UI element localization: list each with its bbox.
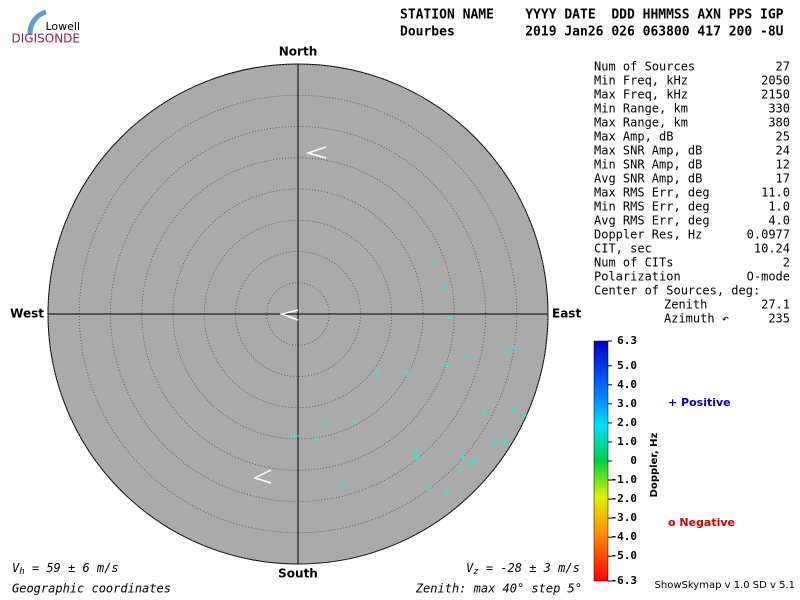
vz: Vz = -28 ± 3 m/s [466,561,580,577]
stat-value: 12 [776,158,790,172]
colorbar-tick-label: 0 [630,454,637,467]
legend-positive: + Positive [668,396,731,409]
stat-value: 0.0977 [747,228,790,242]
source-point [444,363,450,369]
source-point [404,370,410,376]
center-title: Center of Sources, deg: [594,284,760,298]
stat-value: O-mode [747,270,790,284]
colorbar-tick-label: -6.3 [611,574,638,587]
source-point [511,345,517,351]
stat-value: 2050 [761,74,790,88]
stat-label: Min Freq, kHz [594,74,688,88]
colorbar-tick-label: 6.3 [617,334,637,347]
logo-arc [27,9,47,35]
legend-negative: o Negative [668,516,735,529]
stat-label: Num of Sources [594,60,695,74]
source-point [442,284,448,290]
stat-label: Avg RMS Err, deg [594,214,710,228]
colorbar-tick-label: -1.0 [611,473,638,486]
source-point [460,454,466,460]
direction-north: North [279,45,317,59]
colorbar-tick-label: -3.0 [611,511,638,524]
stat-label: Max RMS Err, deg [594,186,710,200]
colorbar-tick-label: -2.0 [611,492,638,505]
center-value: 235 [768,312,790,326]
source-point [447,315,453,321]
source-point [502,438,508,444]
stat-label: Num of CITs [594,256,673,270]
stat-label: Max Amp, dB [594,130,673,144]
source-point [491,439,497,445]
stat-value: 330 [768,102,790,116]
source-point [340,481,346,487]
colorbar-title: Doppler, Hz [649,433,660,498]
stat-label: Min SNR Amp, dB [594,158,702,172]
stat-value: 25 [776,130,790,144]
colorbar-tick-label: -5.0 [611,549,638,562]
direction-west: West [10,307,44,321]
colorbar-tick-label: -4.0 [611,530,638,543]
colorbar-tick-label: 1.0 [617,435,637,448]
source-point [412,451,418,457]
stat-value: 10.24 [754,242,790,256]
source-point [521,413,527,419]
stat-label: Doppler Res, Hz [594,228,702,242]
colorbar-tick-label: 3.0 [617,397,637,410]
source-point [456,467,462,473]
source-point [463,353,469,359]
coords-note: Geographic coordinates [12,582,171,596]
source-point [444,490,450,496]
source-point [473,457,479,463]
source-point [481,410,487,416]
stat-value: 380 [768,116,790,130]
stat-value: 2 [783,256,790,270]
header-line: STATION NAME YYYY DATE DDD HHMMSS AXN PP… [400,8,784,23]
stat-value: 1.0 [768,200,790,214]
center-label: Zenith [664,298,707,312]
stat-label: Avg SNR Amp, dB [594,172,702,186]
stat-value: 2150 [761,88,790,102]
stat-value: 4.0 [768,214,790,228]
source-point [511,406,517,412]
stat-value: 27 [776,60,790,74]
stat-value: 17 [776,172,790,186]
stat-label: CIT, sec [594,242,652,256]
source-point [430,259,436,265]
colorbar-tick-label: 2.0 [617,416,637,429]
center-value: 27.1 [761,298,790,312]
source-point [504,348,510,354]
velocity-arrows [253,146,327,484]
stat-label: Max Range, km [594,116,688,130]
colorbar [593,340,609,582]
source-point [414,454,420,460]
stat-label: Max Freq, kHz [594,88,688,102]
source-point [293,433,299,439]
source-point [374,370,380,376]
stat-label: Max SNR Amp, dB [594,144,702,158]
logo-top: Lowell [45,20,80,33]
stat-label: Polarization [594,270,681,284]
zenith-note: Zenith: max 40° step 5° [415,582,582,596]
header-line: Dourbes 2019 Jan26 026 063800 417 200 -8… [400,25,784,40]
vh: Vh = 59 ± 6 m/s [12,561,119,577]
source-point [323,420,329,426]
source-point [425,485,431,491]
logo-bottom: DIGISONDE [12,32,80,46]
direction-south: South [278,567,318,581]
stat-label: Min RMS Err, deg [594,200,710,214]
stat-value: 24 [776,144,790,158]
center-label: Azimuth ↶ [664,312,729,326]
direction-east: East [552,307,581,321]
colorbar-tick-label: 4.0 [617,378,637,391]
stat-value: 11.0 [761,186,790,200]
version: ShowSkymap v 1.0 SD v 5.1 [655,580,795,591]
source-point [350,419,356,425]
stat-label: Min Range, km [594,102,688,116]
source-point [313,436,319,442]
source-point [469,460,475,466]
colorbar-tick-label: 5.0 [617,359,637,372]
